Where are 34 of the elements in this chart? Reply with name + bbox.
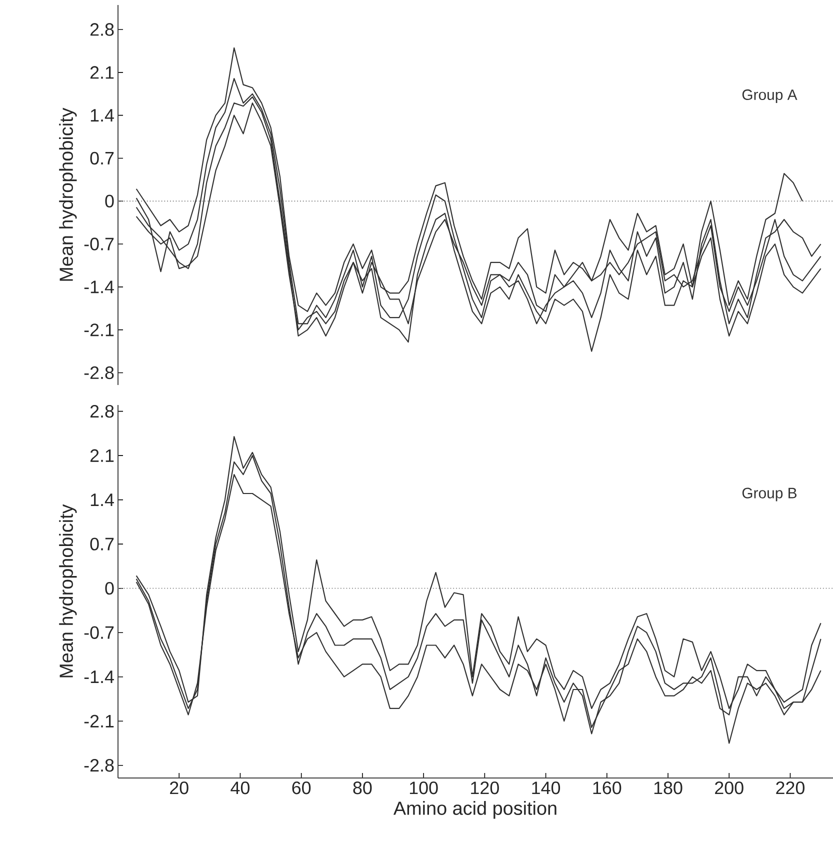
y-tick-label: -2.8 — [84, 759, 114, 772]
x-tick-label: 140 — [532, 782, 560, 794]
y-tick-label: -2.1 — [84, 324, 114, 336]
y-tick-label: 2.1 — [90, 66, 114, 79]
y-tick-label: -0.7 — [84, 238, 114, 250]
annotation: Group B — [742, 488, 797, 502]
x-tick-label: 100 — [410, 782, 438, 794]
x-tick-label: 80 — [353, 782, 372, 794]
y-tick-label: -2.8 — [84, 366, 114, 380]
x-tick-label: 40 — [230, 782, 250, 794]
y-tick-label: -1.4 — [84, 280, 114, 294]
y-tick-label: 0.7 — [90, 152, 114, 165]
y-tick-label: 1.4 — [90, 109, 114, 122]
y-tick-label: 0 — [105, 582, 114, 595]
y-axis-title: Mean hydrophobicity — [59, 108, 77, 281]
x-tick-label: 120 — [471, 782, 499, 794]
y-tick-label: 2.1 — [90, 449, 114, 462]
y-tick-label: -2.1 — [84, 714, 114, 728]
y-tick-label: 1.4 — [90, 494, 114, 506]
y-tick-label: -0.7 — [84, 626, 114, 639]
x-tick-label: 160 — [593, 782, 622, 794]
y-tick-label: -1.4 — [84, 670, 114, 684]
x-tick-label: 220 — [776, 782, 804, 794]
y-tick-label: 2.8 — [90, 404, 114, 418]
x-tick-label: 200 — [715, 782, 744, 794]
x-tick-label: 20 — [170, 782, 188, 794]
x-tick-label: 180 — [654, 782, 682, 794]
y-tick-label: 0.7 — [90, 538, 114, 550]
y-axis-title: Mean hydrophobicity — [59, 504, 77, 678]
x-axis-title: Amino acid position — [393, 801, 556, 819]
x-tick-label: 60 — [292, 782, 311, 794]
annotation: Group A — [742, 89, 798, 103]
y-tick-label: 2.8 — [90, 23, 114, 36]
y-tick-label: 0 — [105, 194, 114, 208]
